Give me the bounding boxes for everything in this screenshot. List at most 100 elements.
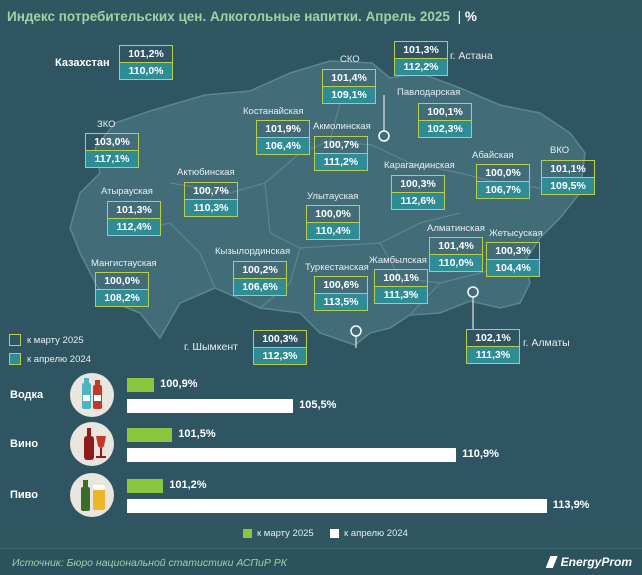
- march-value: 100,3%: [254, 331, 306, 348]
- region-values-box: 100,7% 110,3%: [184, 182, 238, 217]
- march-value: 100,1%: [419, 104, 471, 121]
- page-title: Индекс потребительских цен. Алкогольные …: [7, 9, 477, 24]
- april-value: 106,6%: [234, 279, 286, 295]
- legend-april-swatch: [9, 353, 21, 365]
- march-value: 100,7%: [315, 137, 367, 154]
- april-value: 106,4%: [257, 138, 309, 154]
- legend-march-label: к марту 2025: [257, 528, 314, 539]
- region-label: Кызылординская: [215, 246, 291, 257]
- region-label: Жетысуская: [489, 228, 543, 239]
- region-label: Костанайская: [243, 106, 304, 117]
- product-bar-chart: Водка 100,9% 105,5% Вино: [0, 373, 642, 523]
- april-value: 111,2%: [315, 154, 367, 170]
- march-value: 101,2%: [120, 46, 172, 63]
- region-label: Улытауская: [307, 191, 359, 202]
- region-values-box: 100,1% 102,3%: [418, 103, 472, 138]
- bar-april: [127, 399, 294, 413]
- region-values-box: 100,0% 108,2%: [95, 272, 149, 307]
- april-value: 112,6%: [392, 193, 444, 209]
- region-label: г. Астана: [450, 50, 493, 62]
- april-value: 109,1%: [323, 87, 375, 103]
- region-values-box: 101,2% 110,0%: [119, 45, 173, 80]
- april-value: 102,3%: [419, 121, 471, 137]
- march-value: 101,3%: [395, 42, 447, 59]
- region-values-box: 100,3% 112,3%: [253, 330, 307, 365]
- category-label: Вино: [10, 438, 39, 450]
- april-value: 112,3%: [254, 348, 306, 364]
- april-value: 108,2%: [96, 290, 148, 306]
- region-values-box: 100,2% 106,6%: [233, 261, 287, 296]
- bar-value-label: 113,9%: [552, 499, 590, 511]
- title-text: Индекс потребительских цен. Алкогольные …: [7, 9, 450, 24]
- bar-march: [127, 479, 164, 493]
- march-value: 100,7%: [185, 183, 237, 200]
- beer-icon: [70, 473, 114, 517]
- region-values-box: 100,0% 106,7%: [476, 164, 530, 199]
- region-label: Павлодарская: [397, 87, 461, 98]
- march-value: 101,3%: [108, 202, 160, 219]
- footer: Источник: Бюро национальной статистики А…: [0, 548, 642, 575]
- april-value: 106,7%: [477, 182, 529, 198]
- region-values-box: 100,3% 104,4%: [486, 242, 540, 277]
- april-value: 111,3%: [375, 287, 427, 303]
- march-value: 101,4%: [430, 238, 482, 255]
- region-label: Казахстан: [55, 57, 110, 69]
- region-values-box: 102,1% 111,3%: [466, 329, 520, 364]
- april-value: 110,4%: [307, 223, 359, 239]
- legend-april-swatch: [330, 529, 339, 538]
- legend-march-label: к марту 2025: [27, 335, 84, 346]
- april-value: 109,5%: [542, 178, 594, 194]
- legend-april-label: к апрелю 2024: [344, 528, 408, 539]
- region-label: Мангистауская: [91, 258, 157, 269]
- region-label: Акмолинская: [313, 121, 371, 132]
- region-label: Актюбинская: [177, 167, 235, 178]
- map-panel: Казахстан 101,2% 110,0% СКО 101,4% 109,1…: [0, 33, 642, 371]
- region-values-box: 101,9% 106,4%: [256, 120, 310, 155]
- march-value: 100,0%: [307, 206, 359, 223]
- brand-name: EnergyProm: [560, 555, 632, 569]
- april-value: 110,0%: [120, 63, 172, 79]
- bar-legend: к марту 2025 к апрелю 2024: [0, 523, 642, 545]
- legend-march-swatch: [9, 334, 21, 346]
- region-values-box: 101,3% 112,2%: [394, 41, 448, 76]
- region-label: Алматинская: [427, 223, 485, 234]
- vodka-icon: [70, 373, 114, 417]
- category-label: Водка: [10, 389, 44, 401]
- region-values-box: 100,3% 112,6%: [391, 175, 445, 210]
- bar-value-label: 101,2%: [169, 479, 207, 491]
- energyprom-logo-icon: [545, 556, 558, 568]
- brand-logo: EnergyProm: [545, 555, 632, 569]
- kazakhstan-map: [69, 60, 586, 348]
- region-values-box: 101,1% 109,5%: [541, 160, 595, 195]
- region-values-box: 101,4% 110,0%: [429, 237, 483, 272]
- region-values-box: 101,4% 109,1%: [322, 69, 376, 104]
- region-values-box: 100,0% 110,4%: [306, 205, 360, 240]
- region-label: Карагандинская: [384, 160, 455, 171]
- bar-march: [127, 378, 155, 392]
- legend-march-swatch: [243, 529, 252, 538]
- region-label: ВКО: [550, 145, 570, 156]
- source-note: Источник: Бюро национальной статистики А…: [12, 557, 287, 569]
- april-value: 117,1%: [86, 151, 138, 167]
- march-value: 101,1%: [542, 161, 594, 178]
- region-values-box: 100,1% 111,3%: [374, 269, 428, 304]
- april-value: 111,3%: [467, 347, 519, 363]
- march-value: 100,1%: [375, 270, 427, 287]
- bar-value-label: 100,9%: [160, 378, 198, 390]
- april-value: 110,3%: [185, 200, 237, 216]
- march-value: 100,3%: [487, 243, 539, 260]
- category-label: Пиво: [10, 489, 39, 501]
- region-label: СКО: [340, 54, 360, 65]
- title-bar: Индекс потребительских цен. Алкогольные …: [0, 0, 642, 32]
- march-value: 101,4%: [323, 70, 375, 87]
- april-value: 104,4%: [487, 260, 539, 276]
- april-value: 112,4%: [108, 219, 160, 235]
- wine-icon: [70, 422, 114, 466]
- bar-april: [127, 448, 457, 462]
- march-value: 101,9%: [257, 121, 309, 138]
- march-value: 100,0%: [96, 273, 148, 290]
- region-label: Атырауская: [101, 186, 153, 197]
- region-values-box: 101,3% 112,4%: [107, 201, 161, 236]
- march-value: 102,1%: [467, 330, 519, 347]
